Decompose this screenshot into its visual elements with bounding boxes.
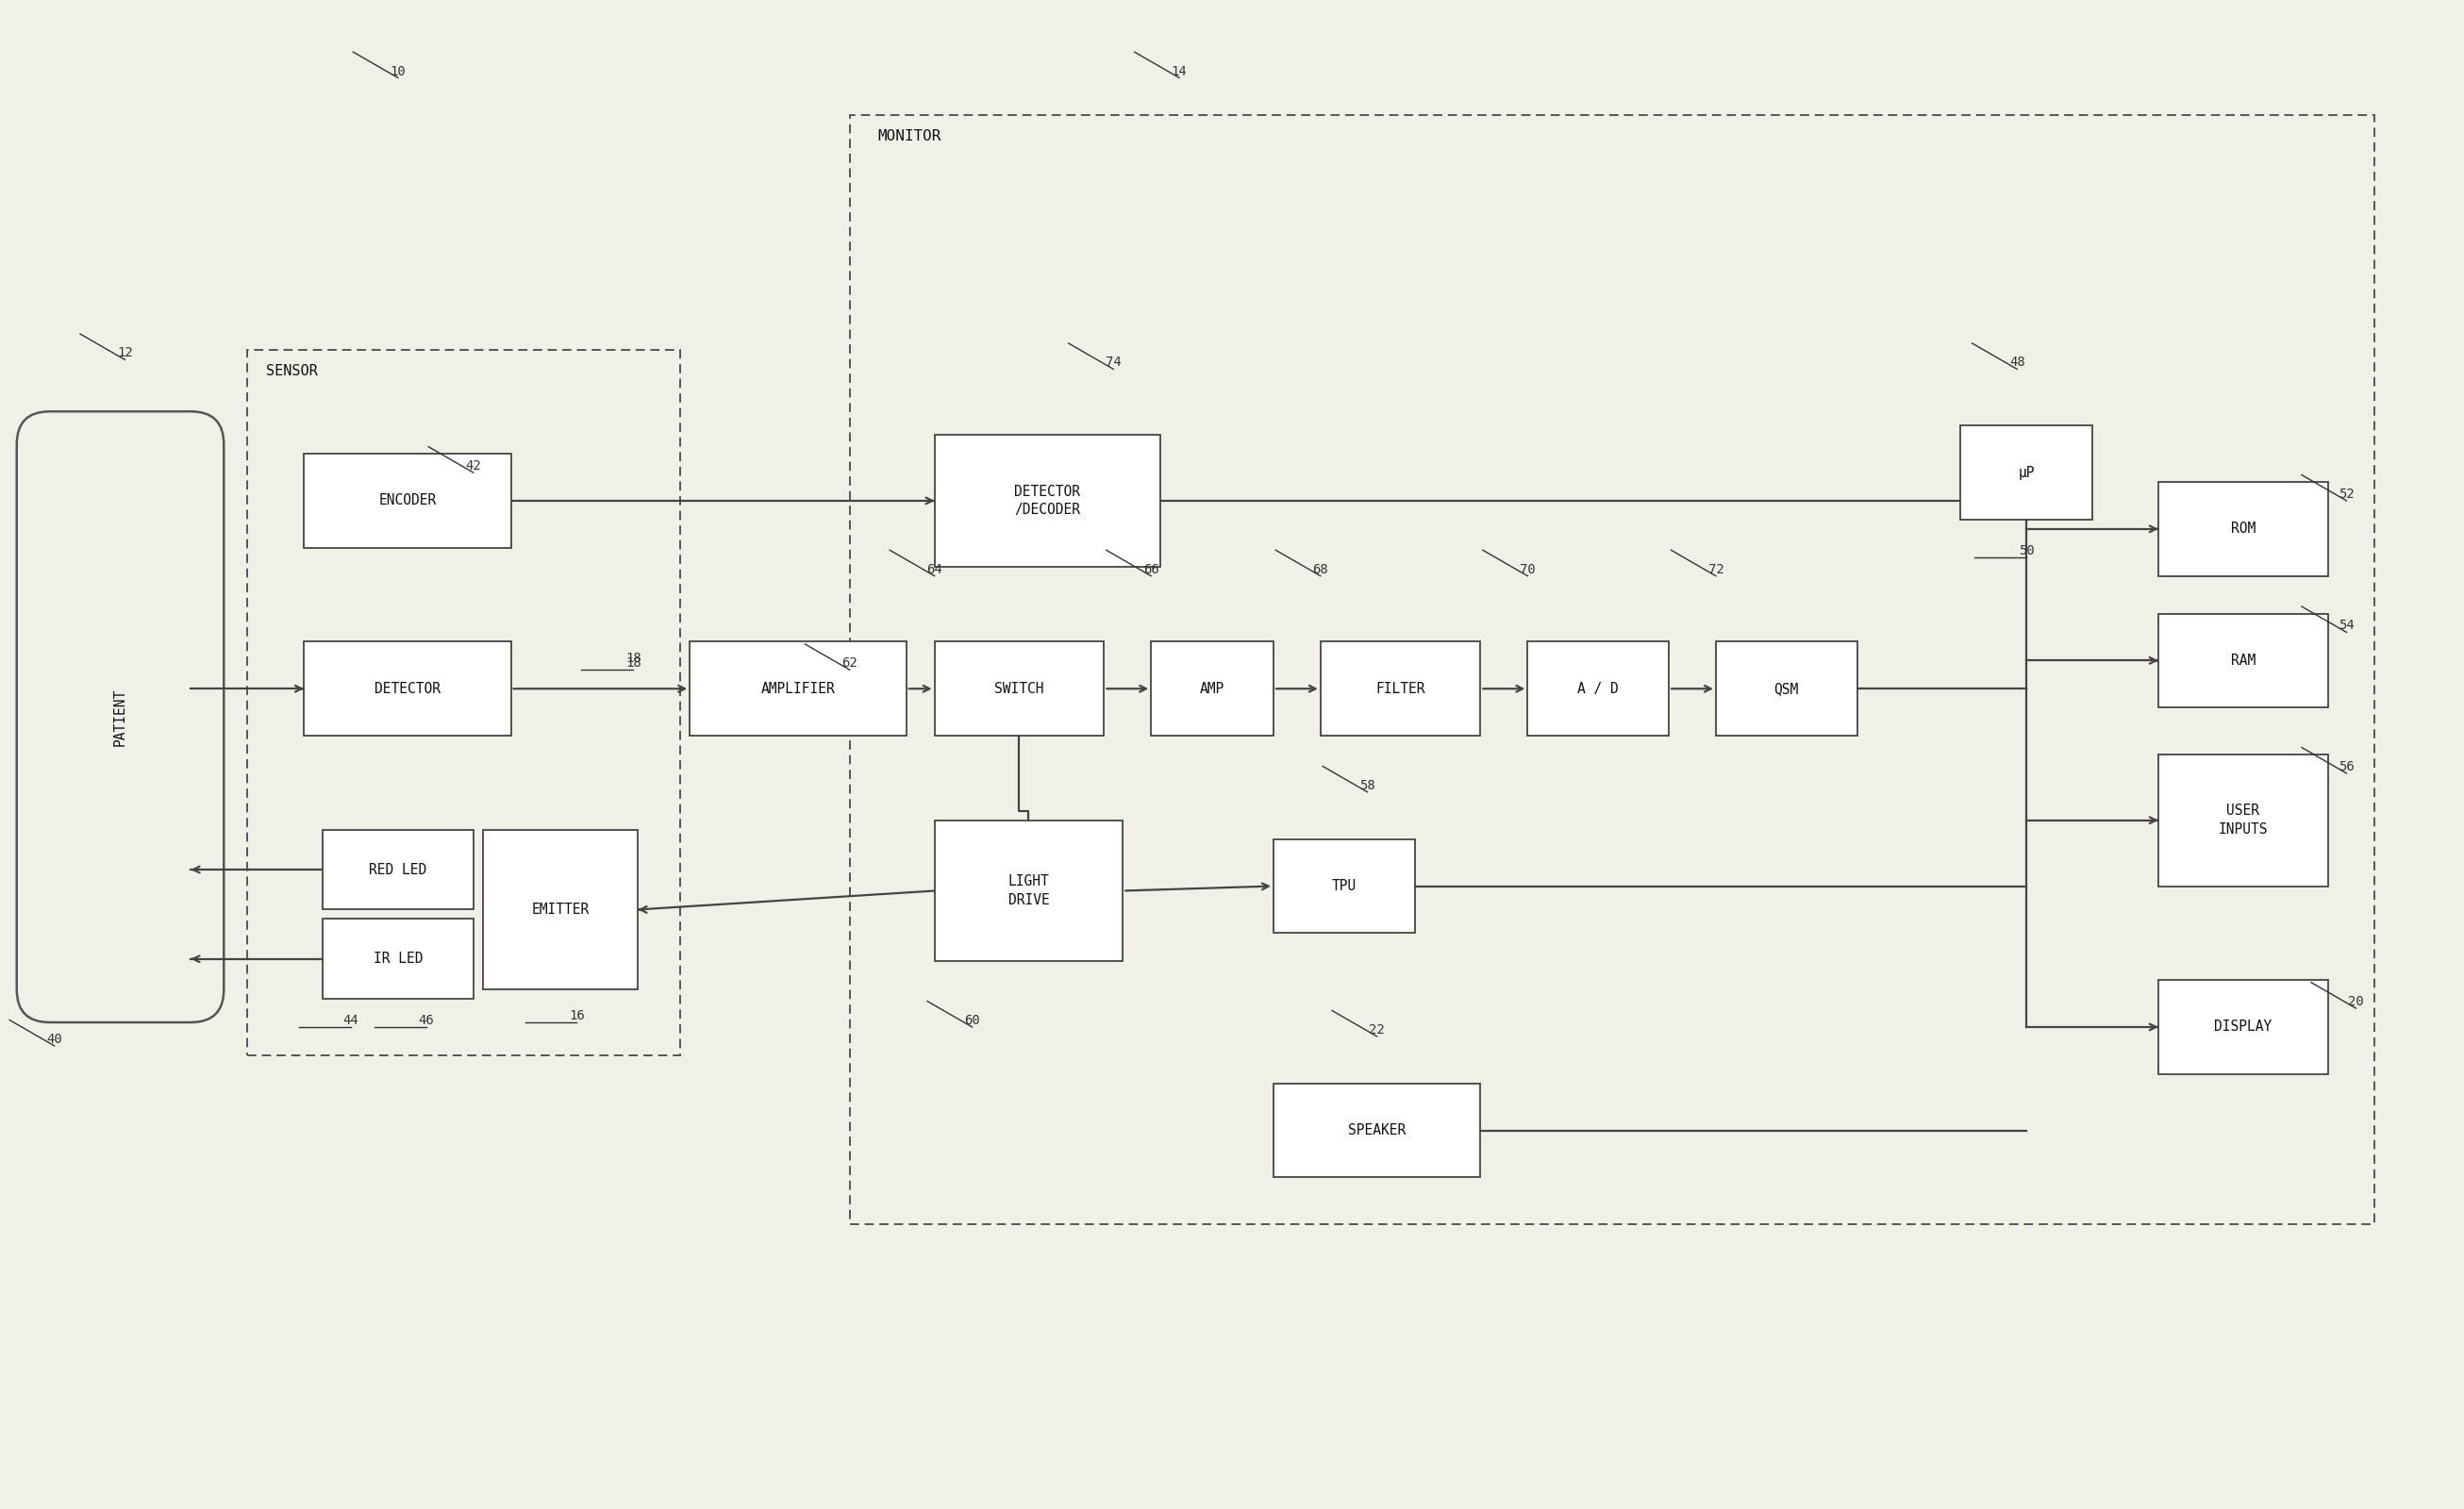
- Text: MONITOR: MONITOR: [877, 130, 941, 143]
- Text: 18: 18: [626, 652, 641, 665]
- Text: IR LED: IR LED: [372, 952, 424, 966]
- Text: 22: 22: [1370, 1023, 1385, 1037]
- Text: QSM: QSM: [1774, 682, 1799, 696]
- Text: 44: 44: [342, 1014, 360, 1028]
- Text: 66: 66: [1143, 563, 1158, 576]
- Text: 58: 58: [1360, 779, 1375, 792]
- Text: 18: 18: [626, 656, 641, 670]
- Text: 74: 74: [1106, 356, 1121, 370]
- FancyBboxPatch shape: [323, 919, 473, 999]
- FancyBboxPatch shape: [2158, 754, 2328, 886]
- Text: ENCODER: ENCODER: [379, 493, 436, 509]
- Text: 10: 10: [389, 65, 407, 78]
- FancyBboxPatch shape: [1321, 641, 1481, 736]
- Text: LIGHT
DRIVE: LIGHT DRIVE: [1008, 874, 1050, 907]
- Text: 68: 68: [1313, 563, 1328, 576]
- FancyBboxPatch shape: [1274, 839, 1414, 933]
- Text: A / D: A / D: [1577, 682, 1619, 696]
- Text: 64: 64: [926, 563, 941, 576]
- FancyBboxPatch shape: [2158, 481, 2328, 576]
- FancyBboxPatch shape: [690, 641, 907, 736]
- FancyBboxPatch shape: [303, 641, 510, 736]
- Text: 14: 14: [1170, 65, 1188, 78]
- FancyBboxPatch shape: [934, 435, 1161, 566]
- FancyBboxPatch shape: [1528, 641, 1668, 736]
- FancyBboxPatch shape: [2158, 979, 2328, 1074]
- FancyBboxPatch shape: [2158, 614, 2328, 708]
- Text: 46: 46: [419, 1014, 434, 1028]
- Text: 12: 12: [118, 347, 133, 359]
- Text: ROM: ROM: [2230, 522, 2255, 536]
- FancyBboxPatch shape: [323, 830, 473, 910]
- Text: 62: 62: [843, 656, 857, 670]
- Text: DETECTOR
/DECODER: DETECTOR /DECODER: [1015, 484, 1082, 518]
- Text: RED LED: RED LED: [370, 863, 426, 877]
- Text: 50: 50: [2018, 543, 2035, 557]
- Text: RAM: RAM: [2230, 653, 2255, 667]
- Text: AMP: AMP: [1200, 682, 1225, 696]
- FancyBboxPatch shape: [1151, 641, 1274, 736]
- Text: SWITCH: SWITCH: [995, 682, 1045, 696]
- Text: 16: 16: [569, 1010, 584, 1023]
- FancyBboxPatch shape: [1274, 1083, 1481, 1177]
- FancyBboxPatch shape: [934, 641, 1104, 736]
- FancyBboxPatch shape: [1961, 426, 2092, 519]
- Text: AMPLIFIER: AMPLIFIER: [761, 682, 835, 696]
- Text: PATIENT: PATIENT: [113, 688, 128, 745]
- Text: SPEAKER: SPEAKER: [1348, 1123, 1407, 1138]
- Text: SENSOR: SENSOR: [266, 365, 318, 379]
- Text: USER
INPUTS: USER INPUTS: [2218, 804, 2267, 836]
- Text: 54: 54: [2338, 619, 2356, 632]
- FancyBboxPatch shape: [303, 454, 510, 548]
- Text: 56: 56: [2338, 761, 2356, 773]
- Text: 40: 40: [47, 1032, 62, 1046]
- Text: 60: 60: [963, 1014, 981, 1028]
- FancyBboxPatch shape: [1715, 641, 1858, 736]
- Text: EMITTER: EMITTER: [532, 902, 589, 916]
- Text: DETECTOR: DETECTOR: [375, 682, 441, 696]
- Text: 20: 20: [2348, 994, 2363, 1008]
- Text: 72: 72: [1708, 563, 1725, 576]
- Text: TPU: TPU: [1331, 880, 1355, 893]
- Text: 42: 42: [466, 459, 480, 472]
- Text: FILTER: FILTER: [1375, 682, 1424, 696]
- Text: 48: 48: [2008, 356, 2025, 370]
- FancyBboxPatch shape: [934, 821, 1124, 961]
- Text: 52: 52: [2338, 487, 2356, 501]
- FancyBboxPatch shape: [483, 830, 638, 990]
- Text: μP: μP: [2018, 465, 2035, 480]
- Text: 70: 70: [1520, 563, 1535, 576]
- Text: DISPLAY: DISPLAY: [2215, 1020, 2272, 1034]
